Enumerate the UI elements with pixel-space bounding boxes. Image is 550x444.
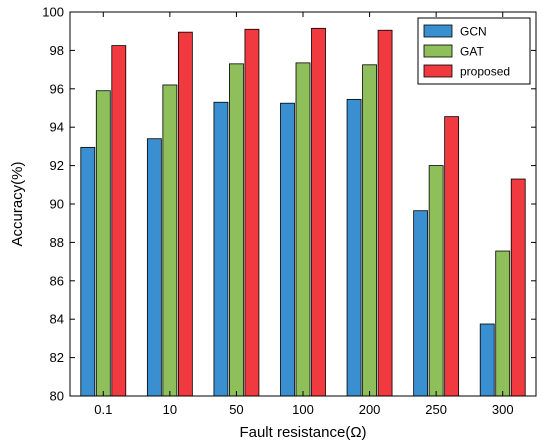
bar-proposed-10 (177, 31, 193, 397)
y-axis-title: Accuracy(%) (9, 161, 26, 246)
bar-proposed-200 (377, 29, 393, 397)
legend: GCN GAT proposed (417, 17, 531, 85)
y-tick-label: 100 (42, 5, 64, 20)
bar-gat-100 (295, 62, 311, 397)
legend-label-gcn: GCN (460, 25, 487, 39)
x-axis-title: Fault resistance(Ω) (239, 424, 366, 441)
bar-proposed-100 (311, 27, 326, 397)
legend-label-gat: GAT (460, 45, 484, 59)
bar-gcn-200 (346, 98, 362, 397)
bar-proposed-0.1 (111, 45, 127, 397)
bar-gcn-50 (213, 101, 229, 397)
y-tick-label: 88 (50, 235, 64, 250)
x-tick-label: 50 (229, 402, 243, 417)
bar-gcn-300 (479, 323, 495, 397)
x-tick-label: 100 (292, 402, 314, 417)
y-tick-label: 90 (50, 197, 64, 212)
y-axis-ticks: 80 82 84 86 88 90 92 94 96 98 100 (42, 5, 536, 404)
x-tick-label: 300 (492, 402, 514, 417)
legend-label-proposed: proposed (460, 65, 510, 79)
bar-gcn-100 (280, 102, 295, 397)
bar-gat-300 (495, 250, 511, 397)
x-tick-label: 200 (359, 402, 381, 417)
bar-proposed-50 (244, 28, 260, 397)
x-tick-label: 0.1 (94, 402, 112, 417)
y-tick-label: 92 (50, 158, 64, 173)
y-tick-label: 98 (50, 43, 64, 58)
bar-proposed-300 (510, 178, 526, 397)
x-tick-label: 10 (163, 402, 177, 417)
x-axis-ticks: 0.1 10 50 100 200 250 300 (94, 12, 514, 417)
y-tick-label: 86 (50, 273, 64, 288)
y-tick-label: 80 (50, 389, 64, 404)
legend-swatch-gat (423, 44, 453, 58)
x-tick-label: 250 (425, 402, 447, 417)
bar-gcn-0.1 (80, 146, 96, 397)
bar-gcn-10 (146, 138, 162, 397)
bar-gcn-250 (413, 210, 429, 397)
bar-gat-10 (162, 84, 178, 397)
bar-gat-200 (362, 64, 377, 397)
legend-swatch-proposed (423, 64, 453, 78)
y-tick-label: 84 (50, 312, 64, 327)
bar-gat-0.1 (95, 90, 111, 397)
y-tick-label: 96 (50, 81, 64, 96)
y-tick-label: 94 (50, 120, 64, 135)
legend-swatch-gcn (423, 24, 453, 38)
bar-proposed-250 (444, 116, 460, 397)
bar-gat-50 (229, 63, 244, 397)
y-tick-label: 82 (50, 350, 64, 365)
bars-layer (80, 27, 526, 397)
bar-gat-250 (428, 165, 444, 397)
